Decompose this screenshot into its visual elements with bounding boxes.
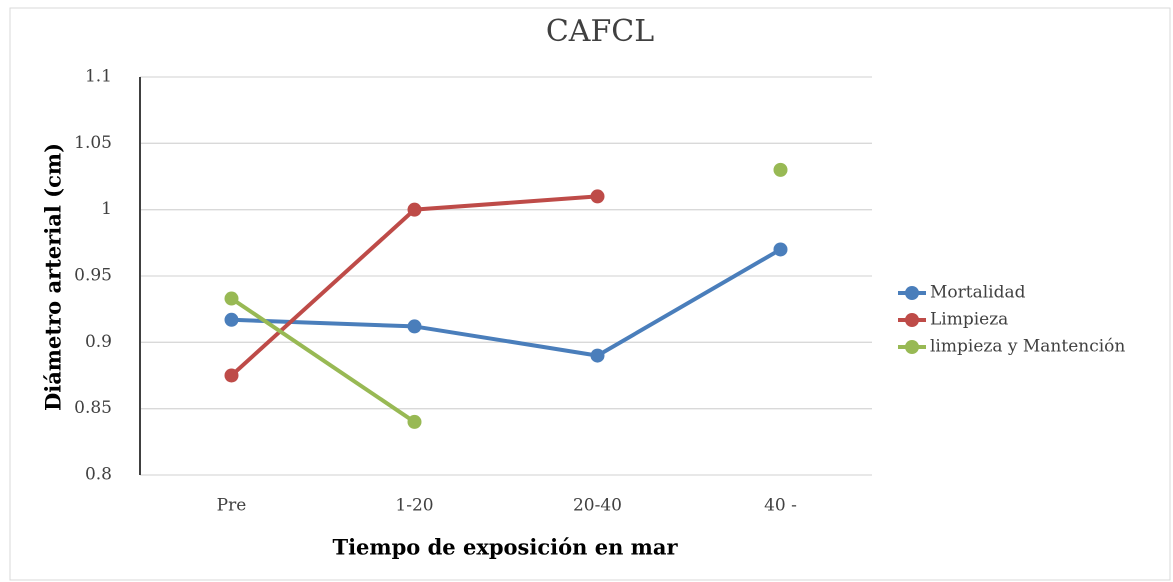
series-line: [231, 247, 782, 358]
data-point: [590, 189, 605, 204]
legend-label: Limpieza: [930, 310, 1008, 330]
data-point: [407, 202, 422, 217]
data-point: [224, 312, 239, 327]
legend-label: limpieza y Mantención: [930, 337, 1125, 357]
data-point: [407, 319, 422, 334]
data-point: [590, 348, 605, 363]
data-point: [407, 414, 422, 429]
chart-border: [9, 7, 1171, 581]
y-tick-label: 0.8: [85, 465, 112, 485]
y-tick-label: 0.9: [85, 332, 112, 352]
data-point: [773, 242, 788, 257]
chart-title: CAFCL: [546, 14, 654, 49]
y-tick-label: 1.1: [85, 67, 112, 87]
y-tick-label: 0.95: [74, 266, 112, 286]
y-tick-label: 0.85: [74, 398, 112, 418]
legend-marker: [905, 340, 919, 354]
x-tick-label: 20-40: [573, 496, 622, 516]
x-tick-label: Pre: [217, 496, 247, 516]
x-axis-title: Tiempo de exposición en mar: [332, 535, 678, 560]
data-point: [224, 291, 239, 306]
y-tick-label: 1.05: [74, 133, 112, 153]
data-point: [224, 368, 239, 383]
data-point: [773, 162, 788, 177]
y-axis-title: Diámetro arterial (cm): [41, 143, 66, 411]
y-tick-label: 1: [101, 199, 112, 219]
x-tick-label: 40 -: [764, 496, 797, 516]
legend-marker: [905, 313, 919, 327]
x-tick-label: 1-20: [395, 496, 433, 516]
legend-label: Mortalidad: [930, 283, 1026, 303]
legend-marker: [905, 286, 919, 300]
